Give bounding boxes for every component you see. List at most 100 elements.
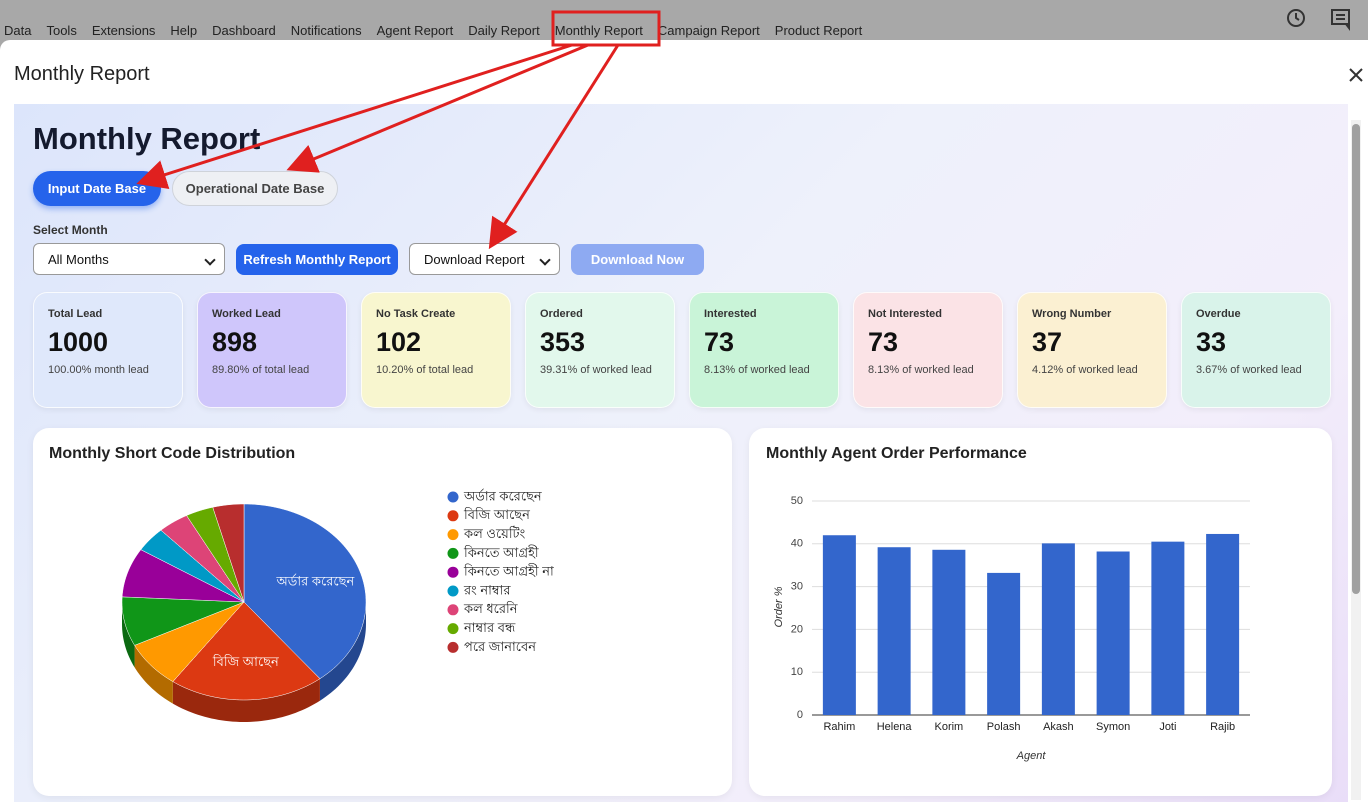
legend-marker bbox=[447, 547, 459, 559]
card-value: 898 bbox=[212, 327, 258, 357]
card-note: 100.00% month lead bbox=[48, 364, 149, 376]
card-label: Overdue bbox=[1196, 308, 1241, 320]
bar bbox=[932, 549, 966, 715]
toolbar-icons bbox=[1287, 9, 1350, 31]
card-label: Not Interested bbox=[868, 308, 942, 320]
y-tick-label: 30 bbox=[791, 581, 803, 593]
chart-title: Monthly Agent Order Performance bbox=[766, 445, 1027, 462]
stat-card: Not Interested 73 8.13% of worked lead bbox=[853, 292, 1003, 408]
card-label: Wrong Number bbox=[1032, 308, 1112, 320]
refresh-button[interactable]: Refresh Monthly Report bbox=[236, 244, 398, 275]
bar bbox=[1096, 551, 1130, 715]
menu-item[interactable]: Extensions bbox=[91, 23, 156, 38]
card-value: 37 bbox=[1032, 327, 1063, 357]
menu-item[interactable]: Product Report bbox=[774, 23, 863, 38]
stat-card: Interested 73 8.13% of worked lead bbox=[689, 292, 839, 408]
menu-item[interactable]: Notifications bbox=[290, 23, 362, 38]
card-label: Total Lead bbox=[48, 308, 103, 320]
legend-label: কল ধরেনি bbox=[463, 601, 518, 616]
card-label: Interested bbox=[704, 308, 757, 320]
card-value: 33 bbox=[1196, 327, 1227, 357]
y-tick-label: 50 bbox=[791, 495, 803, 507]
download-button[interactable]: Download Now bbox=[571, 244, 704, 275]
bar bbox=[877, 547, 911, 715]
menu-item[interactable]: Data bbox=[4, 23, 32, 38]
card-note: 8.13% of worked lead bbox=[704, 364, 810, 376]
x-tick-label: Korim bbox=[935, 721, 964, 733]
bar bbox=[987, 572, 1021, 715]
pie-slice bbox=[212, 503, 245, 603]
x-axis-label: Agent bbox=[1016, 750, 1047, 762]
x-tick-label: Polash bbox=[987, 721, 1021, 733]
x-tick-label: Helena bbox=[877, 721, 913, 733]
x-tick-label: Rajib bbox=[1210, 721, 1235, 733]
stat-card: Ordered 353 39.31% of worked lead bbox=[525, 292, 675, 408]
legend-label: পরে জানাবেন bbox=[464, 639, 536, 654]
bar bbox=[822, 535, 856, 715]
pie-slice bbox=[134, 601, 245, 682]
x-tick-label: Rahim bbox=[823, 721, 855, 733]
legend-marker bbox=[447, 641, 459, 653]
download-select[interactable]: Download Report bbox=[409, 243, 560, 275]
month-select[interactable]: All Months bbox=[33, 243, 225, 275]
pie-slice bbox=[140, 529, 245, 603]
card-value: 73 bbox=[704, 327, 735, 357]
y-tick-label: 10 bbox=[791, 666, 803, 678]
legend-marker bbox=[447, 529, 459, 541]
pie-slice bbox=[121, 596, 245, 646]
legend-marker bbox=[447, 585, 459, 597]
pie-slice bbox=[186, 506, 245, 603]
menu-item[interactable]: Agent Report bbox=[376, 23, 454, 38]
pie-slice-side bbox=[319, 602, 366, 701]
pie-slice-side bbox=[172, 678, 320, 722]
bar bbox=[1151, 541, 1185, 715]
stat-card: Worked Lead 898 89.80% of total lead bbox=[197, 292, 347, 408]
dialog-title: Monthly Report bbox=[14, 63, 150, 85]
card-note: 89.80% of total lead bbox=[212, 364, 310, 376]
stat-card: No Task Create 102 10.20% of total lead bbox=[361, 292, 511, 408]
legend-marker bbox=[447, 623, 459, 635]
bar bbox=[1206, 533, 1240, 715]
select-label: Select Month bbox=[33, 223, 108, 237]
legend-label: কিনতে আগ্রহী bbox=[463, 545, 539, 560]
stat-card: Overdue 33 3.67% of worked lead bbox=[1181, 292, 1331, 408]
card-note: 3.67% of worked lead bbox=[1196, 364, 1302, 376]
x-tick-label: Joti bbox=[1159, 721, 1176, 733]
x-tick-label: Symon bbox=[1096, 721, 1130, 733]
pie-slice bbox=[160, 515, 245, 603]
card-note: 8.13% of worked lead bbox=[868, 364, 974, 376]
card-value: 353 bbox=[540, 327, 586, 357]
slice-label: অর্ডার করেছেন bbox=[276, 573, 355, 588]
legend-label: রং নাম্বার bbox=[463, 582, 511, 597]
menu-item[interactable]: Daily Report bbox=[468, 23, 540, 38]
pie-slice bbox=[121, 549, 245, 603]
stat-card: Total Lead 1000 100.00% month lead bbox=[33, 292, 183, 408]
close-button[interactable] bbox=[1349, 68, 1363, 82]
menu-item[interactable]: Dashboard bbox=[212, 23, 276, 38]
pie-slice-side bbox=[134, 645, 173, 704]
legend-marker bbox=[447, 566, 459, 578]
slice-label: বিজি আছেন bbox=[212, 654, 279, 669]
card-note: 10.20% of total lead bbox=[376, 364, 474, 376]
menu-item[interactable]: Campaign Report bbox=[657, 23, 760, 38]
menu-item[interactable]: Tools bbox=[46, 23, 77, 38]
chart-title: Monthly Short Code Distribution bbox=[49, 445, 295, 462]
card-note: 4.12% of worked lead bbox=[1032, 364, 1138, 376]
y-axis-label: Order % bbox=[773, 586, 785, 627]
legend-label: বিজি আছেন bbox=[463, 507, 530, 522]
legend-label: কল ওয়েটিং bbox=[463, 526, 526, 541]
legend-marker bbox=[447, 510, 459, 522]
menu-item[interactable]: Help bbox=[170, 23, 198, 38]
legend-label: অর্ডার করেছেন bbox=[463, 488, 542, 503]
stat-card: Wrong Number 37 4.12% of worked lead bbox=[1017, 292, 1167, 408]
pie-slice bbox=[172, 601, 321, 701]
pie-slice-side bbox=[122, 602, 135, 668]
x-tick-label: Akash bbox=[1043, 721, 1074, 733]
legend-marker bbox=[447, 491, 459, 503]
card-note: 39.31% of worked lead bbox=[540, 364, 652, 376]
y-tick-label: 0 bbox=[797, 709, 803, 721]
card-value: 73 bbox=[868, 327, 899, 357]
card-value: 102 bbox=[376, 327, 422, 357]
legend-label: নাম্বার বন্ধ bbox=[463, 620, 516, 635]
